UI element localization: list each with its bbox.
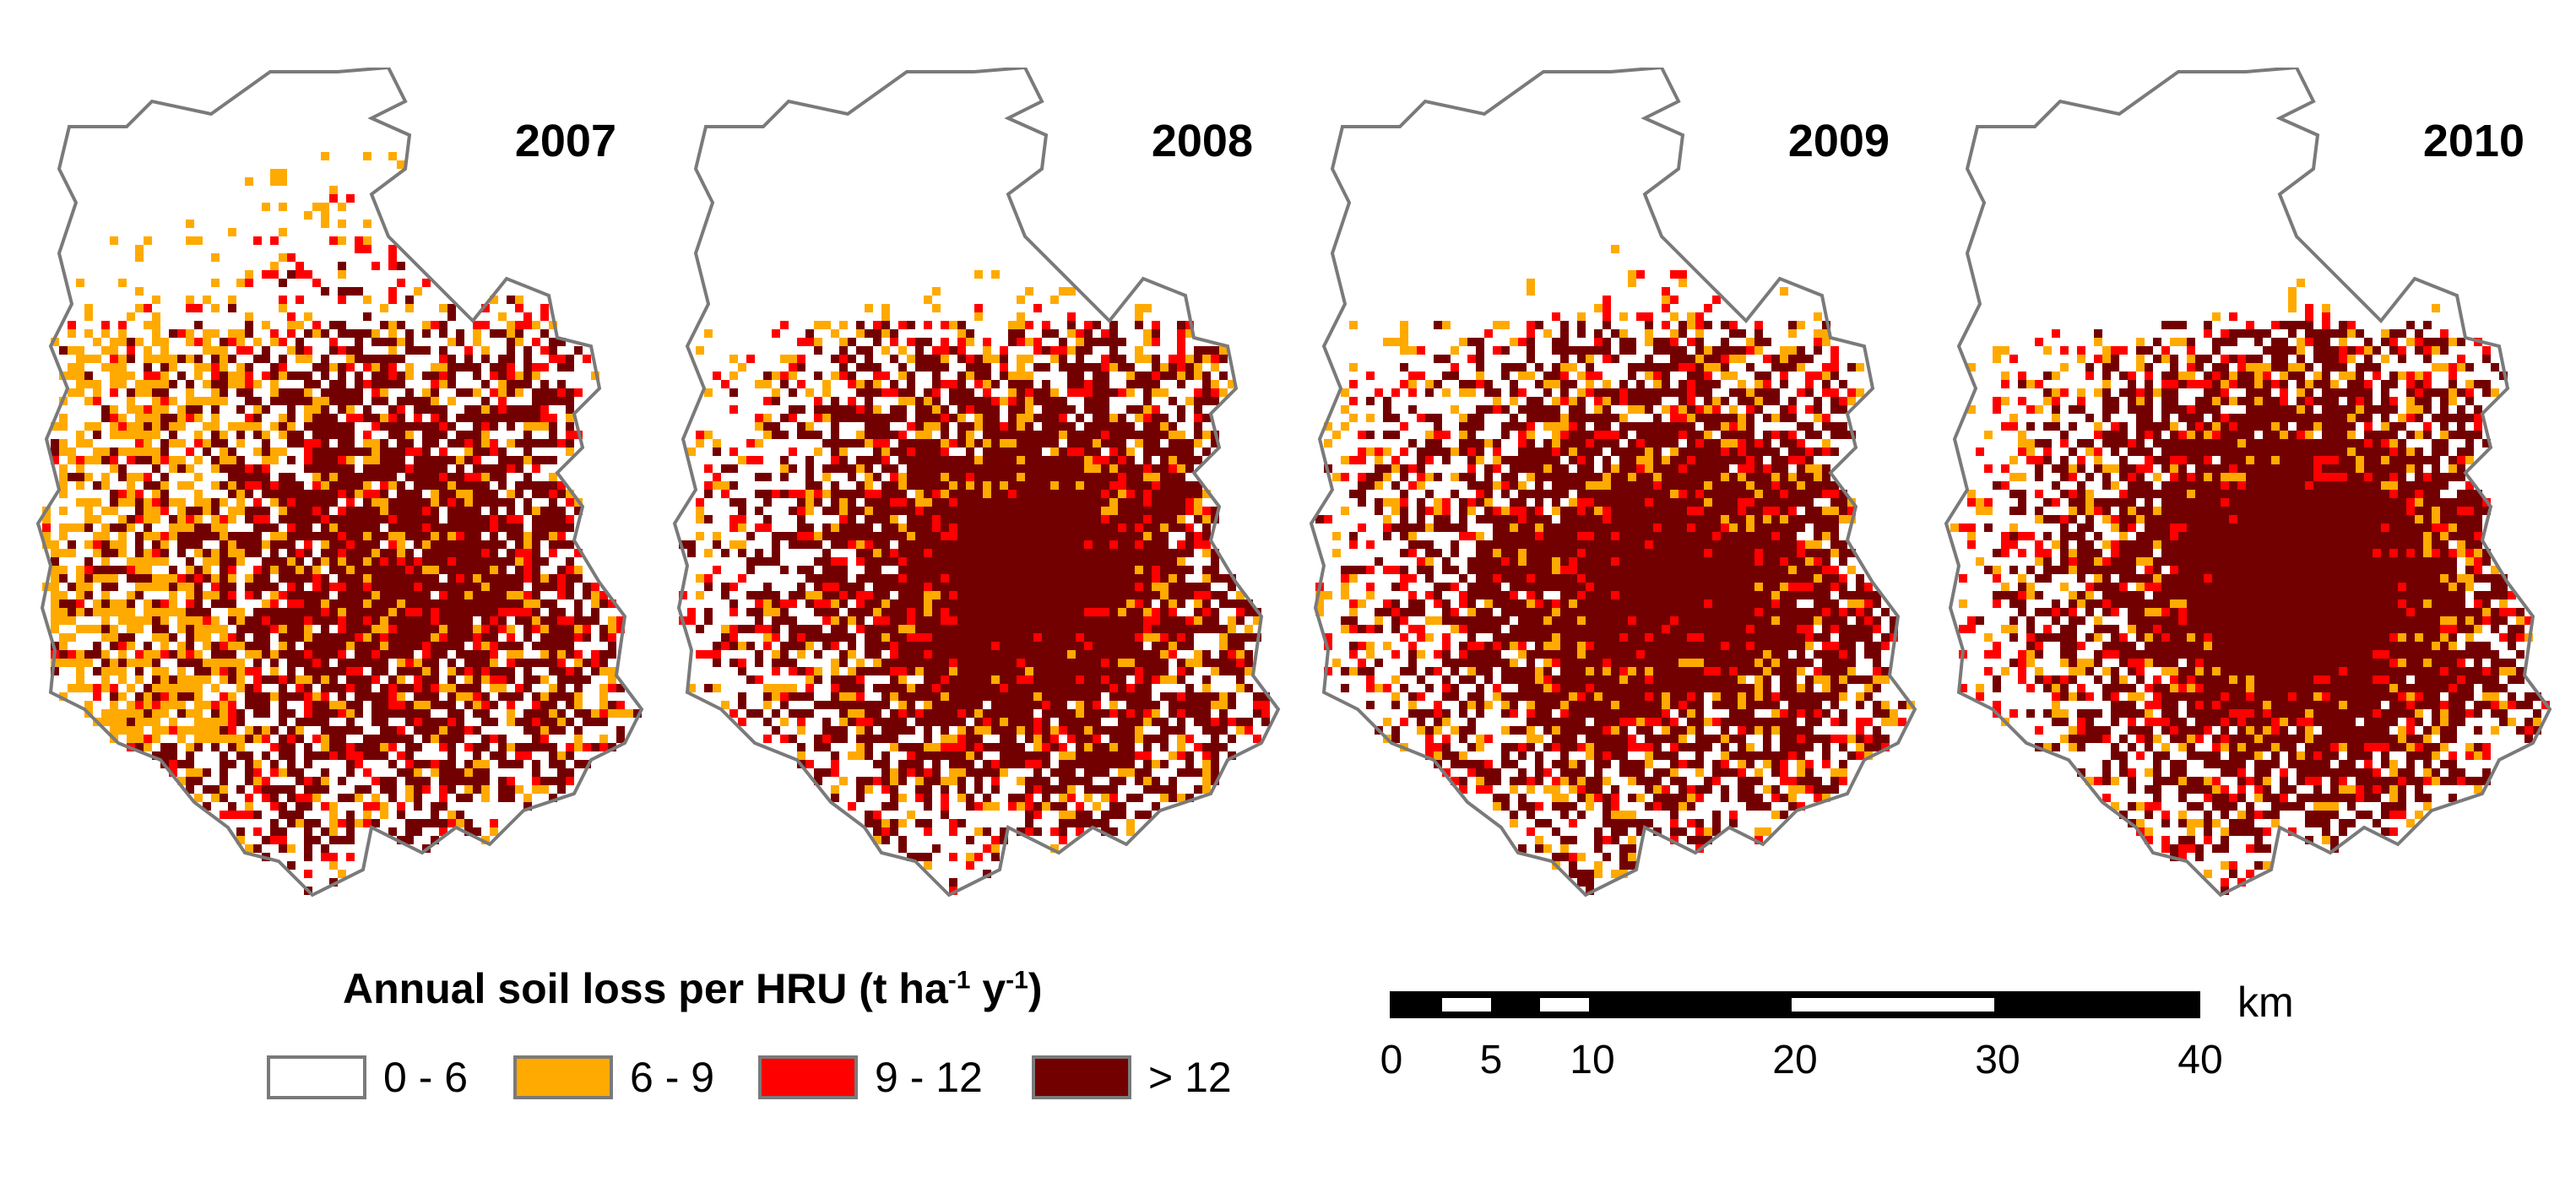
basin-map [1309, 68, 1917, 898]
basin-boundary [1309, 68, 1917, 898]
map-panel-2007: 2007 [34, 68, 667, 903]
legend-swatch [267, 1055, 366, 1099]
scale-tick-label: 10 [1570, 1038, 1615, 1082]
scale-segment [1540, 998, 1589, 1012]
erosion-cells [1950, 279, 2550, 895]
legend-item-6-9: 6 - 9 [513, 1052, 714, 1103]
scale-tick-label: 5 [1479, 1038, 1503, 1082]
legend-label: > 12 [1148, 1054, 1232, 1101]
erosion-cells [679, 270, 1270, 895]
basin-boundary [672, 68, 1281, 898]
scale-tick-label: 0 [1380, 1038, 1403, 1082]
basin-map [1944, 68, 2552, 898]
scale-unit: km [2237, 979, 2294, 1026]
scale-bar [1390, 991, 2200, 1018]
scale-segment [1442, 998, 1491, 1012]
legend-swatch [513, 1055, 613, 1099]
map-panel-2008: 2008 [670, 68, 1304, 903]
basin-boundary [35, 68, 644, 898]
legend-swatch [758, 1055, 858, 1099]
map-year-label: 2007 [514, 116, 616, 166]
map-year-label: 2010 [2422, 116, 2524, 166]
scale-tick-label: 20 [1772, 1038, 1818, 1082]
basin-boundary [1944, 68, 2552, 898]
erosion-cells [1315, 245, 1915, 895]
legend-title: Annual soil loss per HRU (t ha-1 y-1) [343, 965, 1043, 1012]
legend-item-0-6: 0 - 6 [267, 1052, 468, 1103]
erosion-cells [42, 152, 642, 895]
legend-label: 6 - 9 [630, 1054, 715, 1101]
basin-map [35, 68, 644, 898]
legend-swatch [1032, 1055, 1131, 1099]
legend-item-gt-12: > 12 [1032, 1052, 1232, 1103]
basin-map [672, 68, 1281, 898]
legend-item-9-12: 9 - 12 [758, 1052, 983, 1103]
legend-label: 9 - 12 [875, 1054, 983, 1101]
scale-tick-label: 40 [2177, 1038, 2223, 1082]
scale-tick-label: 30 [1975, 1038, 2020, 1082]
scale-segment [1792, 998, 1994, 1012]
legend-label: 0 - 6 [383, 1054, 469, 1101]
map-year-label: 2008 [1151, 116, 1253, 166]
map-panel-2009: 2009 [1307, 68, 1940, 903]
map-panel-2010: 2010 [1942, 68, 2575, 903]
map-year-label: 2009 [1787, 116, 1890, 166]
